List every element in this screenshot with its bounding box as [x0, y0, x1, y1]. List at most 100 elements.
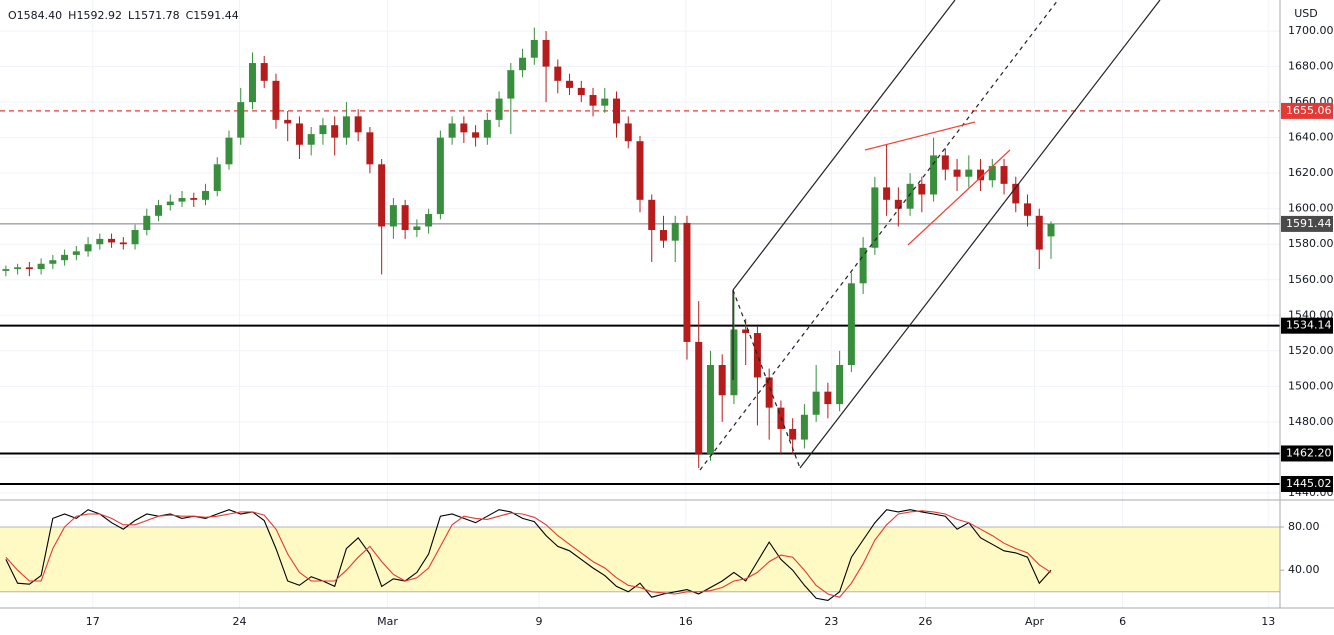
candle-body: [742, 329, 750, 334]
candle-body: [683, 222, 691, 342]
candle-body: [260, 63, 268, 81]
x-tick-label: 26: [918, 615, 932, 628]
candle-body: [706, 365, 714, 454]
candle-body: [155, 205, 163, 216]
x-tick-label: 23: [824, 615, 838, 628]
candle-body: [718, 365, 726, 396]
candle-body: [765, 377, 773, 408]
candle-body: [14, 267, 22, 270]
candle-body: [554, 66, 562, 81]
level-label-box: [1281, 475, 1333, 492]
x-tick-label: 13: [1261, 615, 1275, 628]
candle-body: [566, 80, 574, 88]
wedge-upper: [864, 121, 976, 151]
candle-body: [25, 267, 33, 270]
candle-body: [930, 155, 938, 195]
candle-body: [906, 183, 914, 209]
candle-body: [671, 222, 679, 241]
channel-lower: [799, 0, 1161, 469]
candle-body: [894, 199, 902, 209]
candle-body: [307, 134, 315, 145]
candle-body: [61, 254, 69, 261]
candle-body: [753, 333, 761, 378]
candle-body: [871, 187, 879, 248]
candle-body: [1047, 223, 1055, 237]
candle-body: [812, 391, 820, 415]
candle-body: [1000, 166, 1008, 184]
candle-body: [378, 164, 386, 227]
x-tick-label: 6: [1119, 615, 1126, 628]
candle-body: [648, 199, 656, 231]
candle-body: [354, 116, 362, 133]
candle-body: [284, 119, 292, 124]
level-label: 1445.02: [1286, 477, 1332, 490]
ohlc-value: 1592.92: [76, 9, 122, 22]
ohlc-value: 1571.78: [134, 9, 180, 22]
candle-body: [483, 119, 491, 138]
candle-body: [96, 238, 104, 245]
y-tick-label: 1640.00: [1288, 131, 1334, 144]
candle-body: [436, 137, 444, 215]
candle-body: [178, 198, 186, 202]
candle-body: [2, 269, 10, 271]
channel-middle: [699, 0, 1059, 471]
candle-body: [589, 95, 597, 106]
candle-body: [319, 125, 327, 135]
currency: USD: [1294, 7, 1318, 20]
candle-body: [225, 137, 233, 165]
candle-body: [131, 230, 139, 245]
y-tick-label: 1620.00: [1288, 166, 1334, 179]
candle-body: [530, 39, 538, 58]
candle-body: [519, 57, 527, 71]
y-tick-label: 1680.00: [1288, 60, 1334, 73]
candle-body: [143, 215, 151, 231]
candle-body: [237, 102, 245, 138]
candle-body: [601, 98, 609, 106]
level-label: 1655.06: [1286, 104, 1332, 117]
candle-body: [1012, 183, 1020, 204]
y-tick-label: 1500.00: [1288, 379, 1334, 392]
level-label: 1591.44: [1286, 217, 1332, 230]
candle-body: [272, 80, 280, 120]
candle-body: [859, 247, 867, 284]
candle-body: [248, 63, 256, 103]
ohlc-key: L: [128, 9, 135, 22]
level-label-box: [1281, 317, 1333, 334]
channel-upper: [732, 0, 956, 291]
candle-body: [1024, 203, 1032, 216]
indicator-line: [5, 510, 1052, 598]
candle-body: [342, 116, 350, 138]
candle-body: [695, 341, 703, 454]
y-tick-label: 1600.00: [1288, 202, 1334, 215]
ohlc-value: 1591.44: [193, 9, 239, 22]
candle-body: [800, 414, 808, 440]
candle-body: [953, 169, 961, 177]
candle-body: [636, 141, 644, 200]
candle-body: [495, 98, 503, 120]
x-tick-label: 17: [86, 615, 100, 628]
candle-body: [542, 39, 550, 67]
drawings: [699, 0, 1161, 471]
candle-body: [918, 183, 926, 195]
candle-body: [401, 205, 409, 231]
level-label: 1534.14: [1286, 319, 1332, 332]
candle-body: [1035, 215, 1043, 250]
candle-body: [213, 164, 221, 191]
indicator-tick-label: 80.00: [1288, 520, 1320, 533]
candle-body: [84, 244, 92, 252]
candle-body: [331, 125, 339, 138]
candle-body: [659, 230, 667, 241]
candle-body: [965, 169, 973, 177]
ohlc-key: H: [68, 9, 76, 22]
x-tick-label: 16: [679, 615, 693, 628]
candle-body: [824, 391, 832, 405]
candle-body: [72, 251, 80, 255]
wedge-lower: [907, 149, 1011, 246]
x-tick-label: Mar: [377, 615, 398, 628]
candle-body: [730, 329, 738, 396]
candle-body: [977, 169, 985, 181]
indicator-tick-label: 40.00: [1288, 563, 1320, 576]
candle-body: [366, 132, 374, 165]
level-label-box: [1281, 445, 1333, 462]
candle-body: [166, 201, 174, 206]
